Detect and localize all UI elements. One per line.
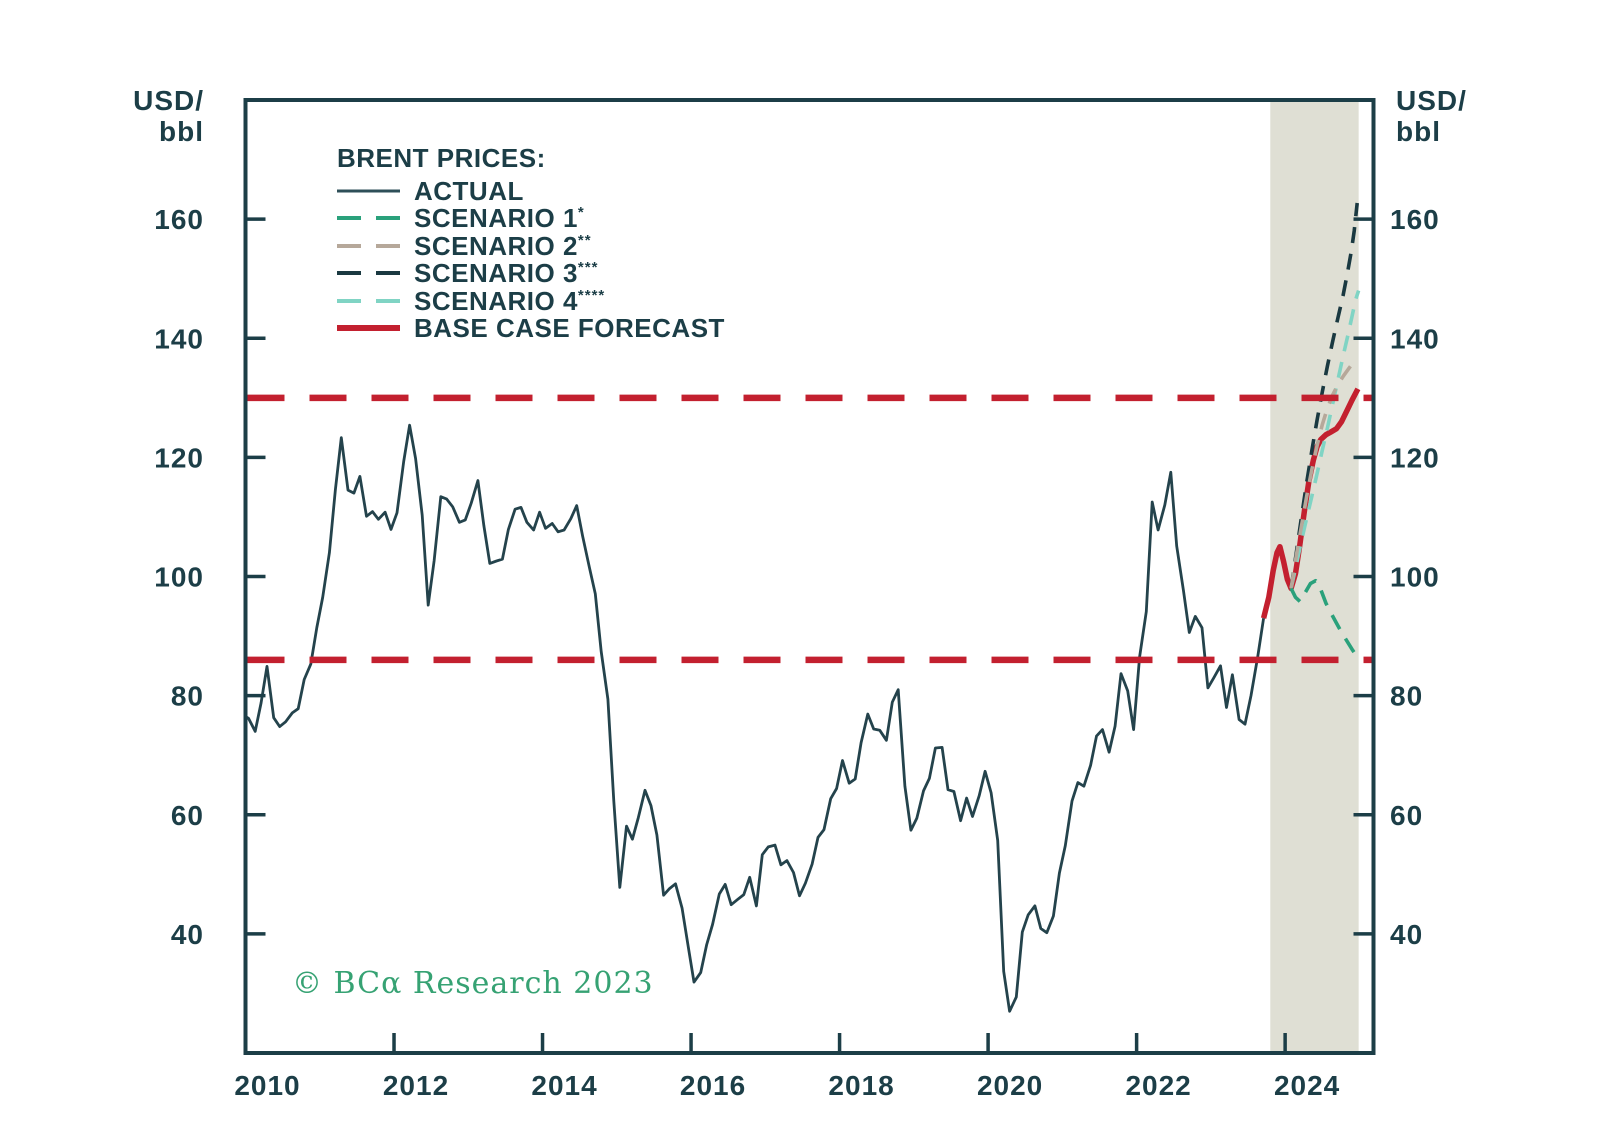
copyright-notice: © BCα Research 2023 bbox=[292, 966, 654, 1001]
legend-label-scenario-3: SCENARIO 3*** bbox=[414, 258, 599, 289]
legend-label-base-case: BASE CASE FORECAST bbox=[414, 313, 725, 344]
series-actual bbox=[245, 423, 1265, 1013]
y-tick-label-right-100: 100 bbox=[1390, 562, 1440, 593]
legend-footnote-marker-scenario-3: *** bbox=[577, 259, 599, 277]
y-tick-label-right-160: 160 bbox=[1390, 204, 1440, 235]
legend-label-actual: ACTUAL bbox=[414, 175, 524, 206]
legend-item-scenario-1: SCENARIO 1* bbox=[337, 205, 725, 233]
y-tick-label-right-80: 80 bbox=[1390, 681, 1423, 712]
legend-item-scenario-4: SCENARIO 4**** bbox=[337, 287, 725, 315]
x-tick-label-2024: 2024 bbox=[1274, 1070, 1340, 1101]
legend-item-scenario-2: SCENARIO 2** bbox=[337, 232, 725, 260]
y-tick-label-left-160: 160 bbox=[154, 204, 204, 235]
legend-footnote-marker-scenario-1: * bbox=[577, 204, 585, 222]
legend-swatch-scenario-2 bbox=[337, 243, 400, 248]
y-tick-label-left-80: 80 bbox=[171, 681, 204, 712]
forecast-shaded-band bbox=[1270, 102, 1359, 1051]
y-tick-label-left-120: 120 bbox=[154, 442, 204, 473]
legend-swatch-actual bbox=[337, 189, 400, 193]
y-tick-label-right-40: 40 bbox=[1390, 919, 1423, 950]
legend-label-scenario-1: SCENARIO 1* bbox=[414, 203, 585, 234]
x-tick-label-2010: 2010 bbox=[234, 1070, 300, 1101]
y-axis-unit-right-line1: USD/ bbox=[1396, 85, 1467, 116]
legend-footnote-marker-scenario-2: ** bbox=[577, 231, 592, 249]
y-tick-label-right-60: 60 bbox=[1390, 800, 1423, 831]
legend: BRENT PRICES: ACTUAL SCENARIO 1* SCENARIO … bbox=[337, 143, 725, 342]
x-tick-label-2012: 2012 bbox=[383, 1070, 449, 1101]
y-tick-label-left-60: 60 bbox=[171, 800, 204, 831]
y-tick-label-right-120: 120 bbox=[1390, 442, 1440, 473]
y-axis-unit-right-line2: bbl bbox=[1396, 116, 1441, 147]
y-axis-unit-left: USD/ bbl bbox=[98, 85, 204, 147]
x-tick-label-2014: 2014 bbox=[531, 1070, 597, 1101]
legend-swatch-scenario-4 bbox=[337, 298, 400, 303]
series-scenario-4 bbox=[1289, 290, 1361, 589]
x-tick-label-2018: 2018 bbox=[828, 1070, 894, 1101]
y-axis-unit-left-line2: bbl bbox=[159, 116, 204, 147]
legend-item-scenario-3: SCENARIO 3*** bbox=[337, 260, 725, 288]
y-tick-label-left-140: 140 bbox=[154, 323, 204, 354]
legend-label-scenario-2: SCENARIO 2** bbox=[414, 230, 592, 261]
y-tick-label-left-100: 100 bbox=[154, 562, 204, 593]
legend-swatch-scenario-3 bbox=[337, 271, 400, 276]
legend-footnote-marker-scenario-4: **** bbox=[577, 286, 606, 304]
legend-title: BRENT PRICES: bbox=[337, 143, 546, 173]
legend-label-scenario-4: SCENARIO 4**** bbox=[414, 285, 606, 316]
legend-swatch-scenario-1 bbox=[337, 216, 400, 221]
y-tick-label-right-140: 140 bbox=[1390, 323, 1440, 354]
y-axis-unit-left-line1: USD/ bbox=[133, 85, 204, 116]
legend-item-actual: ACTUAL bbox=[337, 177, 725, 205]
legend-item-base-case: BASE CASE FORECAST bbox=[337, 315, 725, 343]
legend-swatch-base-case bbox=[337, 325, 400, 332]
y-axis-unit-right: USD/ bbl bbox=[1396, 85, 1516, 147]
x-tick-label-2022: 2022 bbox=[1125, 1070, 1191, 1101]
x-tick-label-2020: 2020 bbox=[977, 1070, 1043, 1101]
x-tick-label-2016: 2016 bbox=[680, 1070, 746, 1101]
series-scenario-1 bbox=[1289, 578, 1359, 658]
y-tick-label-left-40: 40 bbox=[171, 919, 204, 950]
series-scenario-2 bbox=[1289, 357, 1359, 589]
series-scenario-3 bbox=[1289, 202, 1359, 589]
